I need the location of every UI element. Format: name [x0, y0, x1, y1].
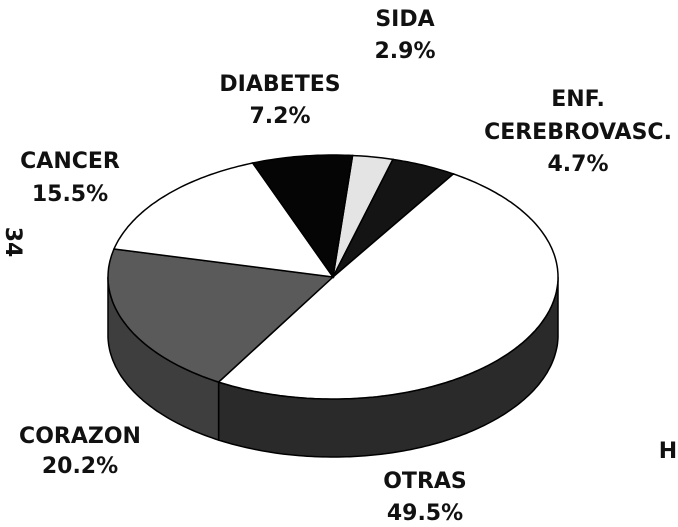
pie-slice: [251, 154, 354, 279]
value-label: 20.2%: [42, 454, 118, 479]
slice-label: CANCER: [20, 149, 120, 174]
slice-label: SIDA: [375, 7, 434, 32]
pie-slice: [217, 173, 559, 400]
page-number: 34: [0, 227, 25, 258]
pie-slice: [112, 162, 335, 278]
slice-label: ENF. CEREBROVASC.: [484, 87, 672, 145]
value-label: 4.7%: [547, 152, 608, 177]
slice-label: OTRAS: [383, 469, 467, 494]
pie-slice: [332, 158, 455, 278]
value-label: 15.5%: [32, 182, 108, 207]
slice-label: CORAZON: [19, 424, 141, 449]
value-label: 49.5%: [387, 501, 463, 526]
value-label: 7.2%: [249, 104, 310, 129]
slice-label: DIABETES: [219, 72, 340, 97]
cut-off-text: H: [659, 439, 677, 464]
pie-slice: [107, 248, 335, 383]
value-label: 2.9%: [374, 39, 435, 64]
